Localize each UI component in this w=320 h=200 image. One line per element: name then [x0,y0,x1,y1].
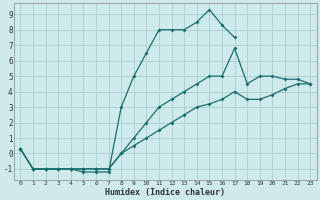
X-axis label: Humidex (Indice chaleur): Humidex (Indice chaleur) [105,188,225,197]
